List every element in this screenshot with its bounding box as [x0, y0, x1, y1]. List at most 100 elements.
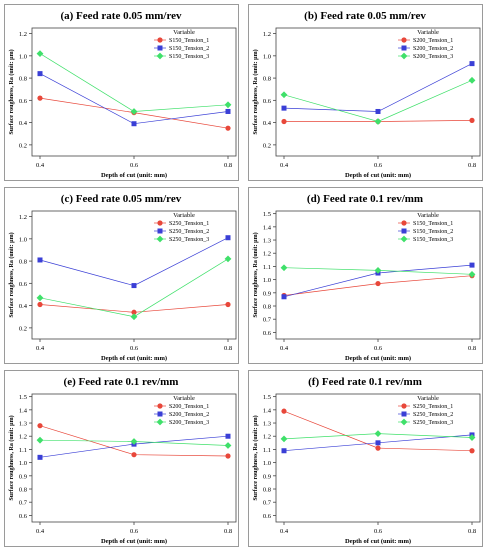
data-point-marker	[157, 37, 163, 43]
legend-entry: S150_Tension_2	[169, 46, 209, 52]
panel-frame	[4, 370, 239, 547]
data-point-marker	[130, 108, 138, 115]
data-point-marker	[225, 108, 231, 114]
legend-entry: S200_Tension_3	[413, 54, 453, 60]
data-point-marker	[469, 61, 475, 67]
data-point-marker	[281, 448, 287, 454]
chart-panel: (b) Feed rate 0.05 mm/rev 0.2 0.4 0.6 0.8 1.0…	[248, 4, 483, 181]
y-tick-label: 1.0	[263, 460, 271, 467]
data-point-marker	[281, 118, 287, 125]
y-tick-label: 1.2	[263, 251, 271, 258]
data-point-marker	[37, 301, 43, 308]
x-tick-label: 0.8	[468, 162, 476, 169]
x-axis-label: Depth of cut (unit: mm)	[101, 172, 167, 179]
y-tick-label: 1.2	[19, 31, 27, 38]
x-tick-label: 0.6	[374, 528, 383, 535]
chart-title: (d) Feed rate 0.1 rev/mm	[307, 193, 423, 205]
data-point-marker	[156, 52, 164, 60]
legend-entry: S200_Tension_1	[169, 404, 209, 410]
legend-title: Variable	[417, 29, 439, 36]
chart-title: (a) Feed rate 0.05 mm/rev	[60, 10, 182, 22]
panel-frame	[248, 187, 483, 364]
legend-entry: S250_Tension_1	[169, 221, 209, 227]
x-axis-label: Depth of cut (unit: mm)	[345, 355, 411, 362]
x-tick-label: 0.4	[280, 162, 289, 169]
data-point-marker	[37, 423, 43, 429]
chart-title: (c) Feed rate 0.05 mm/rev	[61, 193, 182, 205]
data-point-marker	[130, 438, 138, 445]
data-point-marker	[225, 125, 231, 131]
data-point-marker	[225, 453, 231, 459]
data-point-marker	[468, 76, 476, 84]
y-tick-label: 0.8	[19, 487, 27, 494]
data-point-marker	[280, 264, 288, 272]
data-point-marker	[157, 228, 163, 234]
panel-frame	[4, 4, 239, 181]
x-tick-label: 0.6	[130, 345, 139, 352]
y-tick-label: 1.1	[263, 447, 271, 454]
x-axis-label: Depth of cut (unit: mm)	[101, 538, 167, 545]
data-point-marker	[224, 442, 232, 449]
data-point-marker	[281, 105, 287, 111]
y-tick-label: 1.5	[19, 394, 27, 401]
x-axis-label: Depth of cut (unit: mm)	[101, 355, 167, 362]
x-tick-label: 0.6	[374, 345, 383, 352]
y-tick-label: 1.2	[263, 434, 271, 441]
chart-panel: (e) Feed rate 0.1 rev/mm 0.6 0.7 0.8 0.9 1.0 1…	[4, 370, 239, 547]
chart-panel: (f) Feed rate 0.1 rev/mm 0.6 0.7 0.8 0.9 1.0 1…	[248, 370, 483, 547]
data-point-marker	[131, 283, 137, 289]
y-tick-label: 1.0	[263, 53, 271, 60]
y-tick-label: 0.2	[19, 142, 27, 149]
y-tick-label: 1.5	[263, 211, 271, 218]
data-point-marker	[281, 294, 287, 300]
y-tick-label: 0.6	[19, 98, 28, 105]
panel-frame	[4, 187, 239, 364]
data-point-marker	[224, 101, 232, 109]
legend-entry: S200_Tension_2	[413, 46, 453, 52]
y-tick-label: 1.1	[19, 447, 27, 454]
chart-panel: (d) Feed rate 0.1 rev/mm 0.6 0.7 0.8 0.9 1.0 1…	[248, 187, 483, 364]
y-tick-label: 0.2	[263, 142, 271, 149]
y-tick-label: 0.9	[263, 290, 271, 297]
y-tick-label: 0.6	[263, 513, 272, 520]
data-point-marker	[401, 403, 407, 409]
y-tick-label: 1.2	[19, 214, 27, 221]
x-tick-label: 0.4	[36, 162, 45, 169]
data-point-marker	[374, 430, 382, 437]
chart-title: (b) Feed rate 0.05 mm/rev	[304, 10, 426, 22]
x-tick-label: 0.4	[36, 528, 45, 535]
x-tick-label: 0.8	[224, 162, 232, 169]
data-point-marker	[281, 408, 287, 414]
data-point-marker	[157, 220, 163, 226]
y-tick-label: 0.8	[263, 76, 271, 83]
y-tick-label: 1.3	[19, 421, 27, 428]
y-axis-label: Surface roughness, Ra (unit: μm)	[252, 415, 259, 500]
legend-entry: S150_Tension_1	[169, 38, 209, 44]
legend-entry: S150_Tension_3	[413, 237, 453, 243]
x-tick-label: 0.4	[280, 528, 289, 535]
legend-entry: S150_Tension_3	[169, 54, 209, 60]
data-point-marker	[469, 262, 475, 268]
y-axis-label: Surface roughness, Ra (unit: μm)	[252, 232, 259, 317]
data-point-marker	[157, 411, 163, 417]
y-tick-label: 0.9	[19, 473, 27, 480]
data-point-marker	[225, 433, 231, 439]
data-point-marker	[375, 280, 381, 287]
x-tick-label: 0.6	[374, 162, 383, 169]
data-point-marker	[157, 403, 163, 409]
y-tick-label: 1.0	[263, 277, 271, 284]
chart-panel: (c) Feed rate 0.05 mm/rev 0.2 0.4 0.6 0.8 1.0…	[4, 187, 239, 364]
y-tick-label: 0.8	[263, 487, 271, 494]
y-tick-label: 0.4	[19, 120, 28, 127]
x-tick-label: 0.6	[130, 528, 139, 535]
y-tick-label: 0.9	[263, 473, 271, 480]
y-tick-label: 0.6	[19, 281, 28, 288]
data-point-marker	[401, 37, 407, 43]
data-point-marker	[469, 448, 475, 454]
chart-title: (f) Feed rate 0.1 rev/mm	[308, 376, 422, 388]
y-tick-label: 1.0	[19, 53, 27, 60]
legend-title: Variable	[173, 395, 195, 402]
x-tick-label: 0.6	[130, 162, 139, 169]
data-point-marker	[131, 121, 137, 127]
y-tick-label: 1.2	[19, 434, 27, 441]
